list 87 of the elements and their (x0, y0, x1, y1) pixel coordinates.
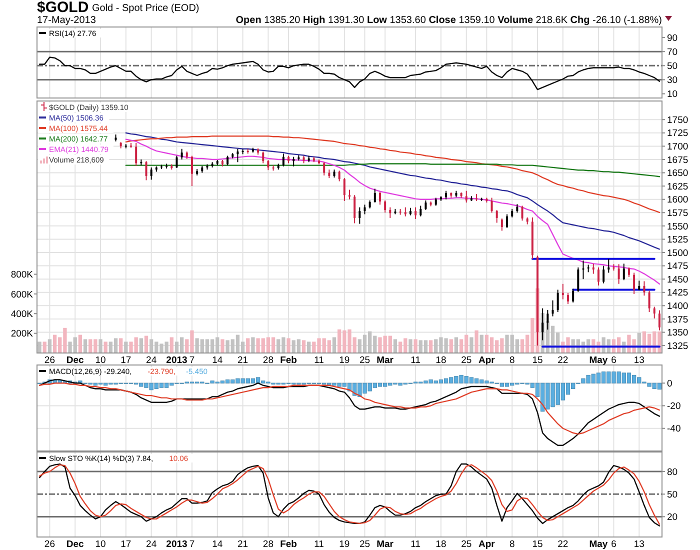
y-tick-label: 1600 (667, 194, 688, 206)
x-tick-label: 13 (634, 539, 644, 550)
x-tick-label: 7 (189, 355, 195, 366)
x-tick-label: May (589, 539, 608, 550)
y-tick-label: 1375 (667, 314, 688, 326)
y-tick-label: 1525 (667, 234, 688, 246)
x-tick-label: 17 (120, 539, 132, 550)
x-tick-label: 17 (120, 355, 132, 366)
x-tick-label: Apr (478, 539, 496, 550)
y-tick-label: 1450 (667, 274, 688, 286)
x-tick-label: 18 (436, 539, 446, 550)
x-tick-label: 7 (189, 539, 195, 550)
y-tick-label: 0 (667, 378, 672, 390)
y-tick-label: 1425 (667, 288, 688, 299)
y-tick-label: 1400 (667, 301, 688, 312)
x-tick-label: 11 (314, 355, 324, 366)
x-tick-label: 25 (359, 355, 370, 366)
text: 17-May-2013 (37, 15, 96, 26)
y2-tick-label: 800K (10, 270, 34, 281)
x-tick-label: 13 (634, 355, 644, 366)
chart-title: $GOLD (37, 0, 89, 16)
x-tick-label: 2013 (166, 355, 188, 366)
x-tick-label: Dec (66, 539, 84, 550)
y-tick-label: 20 (667, 512, 678, 524)
y-tick-label: -40 (667, 424, 681, 435)
x-tick-label: 24 (146, 539, 157, 550)
x-tick-label: 8 (509, 355, 515, 366)
y-tick-label: 90 (667, 32, 678, 44)
x-tick-label: 10 (95, 539, 106, 550)
y-tick-label: 1325 (667, 340, 688, 352)
y-tick-label: 1625 (667, 181, 688, 192)
y-tick-label: 50 (667, 60, 678, 72)
x-tick-label: 18 (436, 355, 446, 366)
x-tick-label: 14 (212, 355, 223, 366)
x-tick-label: 26 (44, 539, 55, 550)
y-tick-label: 1550 (667, 221, 688, 232)
x-tick-label: 22 (558, 539, 568, 550)
x-tick-label: 6 (611, 539, 616, 550)
x-tick-label: 28 (262, 355, 274, 366)
x-tick-label: 28 (262, 539, 274, 550)
y-tick-label: 1650 (667, 168, 688, 180)
x-tick-label: 26 (44, 355, 55, 366)
x-tick-label: 15 (532, 355, 543, 366)
x-tick-label: 21 (238, 539, 248, 550)
y-tick-label: -20 (667, 401, 681, 412)
y-tick-label: 1500 (667, 248, 688, 259)
x-tick-label: Feb (280, 539, 298, 550)
x-tick-label: 19 (339, 355, 350, 366)
x-tick-label: 8 (509, 539, 515, 550)
x-tick-label: 15 (532, 539, 543, 550)
x-tick-label: 6 (611, 355, 616, 366)
y-tick-label: 50 (667, 489, 678, 500)
x-tick-label: 25 (461, 355, 472, 366)
y2-tick-label: 200K (10, 328, 34, 340)
x-tick-label: Dec (66, 355, 84, 366)
y-tick-label: 1350 (667, 328, 688, 339)
text: Open 1385.20 High 1391.30 Low 1353.60 Close 1359.10 Volume 218.6K Chg -26.10 (-1.88%) (236, 15, 662, 26)
y-tick-label: 1575 (667, 208, 688, 219)
x-tick-label: Feb (280, 355, 298, 366)
x-tick-label: 22 (558, 355, 568, 366)
y-tick-label: 10 (667, 89, 678, 100)
x-tick-label: 11 (410, 355, 420, 366)
x-tick-label: 25 (461, 539, 472, 550)
x-tick-label: 24 (146, 355, 157, 366)
x-tick-label: 2013 (166, 539, 188, 550)
x-tick-label: 11 (410, 539, 420, 550)
y-tick-label: 1475 (667, 261, 688, 272)
chart-subtitle: Gold - Spot Price (EOD) (92, 3, 200, 14)
y2-tick-label: 600K (10, 289, 34, 300)
x-tick-label: 11 (314, 539, 324, 550)
x-tick-label: Mar (376, 539, 394, 550)
y-tick-label: 70 (667, 46, 678, 58)
y-tick-label: 1675 (667, 154, 688, 166)
x-tick-label: May (589, 355, 608, 366)
x-tick-label: 10 (95, 355, 106, 366)
y-tick-label: 1725 (667, 128, 688, 140)
y-tick-label: 80 (667, 466, 678, 478)
x-tick-label: Mar (376, 355, 394, 366)
y-tick-label: 1700 (667, 142, 688, 153)
x-tick-label: 25 (359, 539, 370, 550)
x-tick-label: Apr (478, 355, 496, 366)
x-tick-label: 14 (212, 539, 223, 550)
y-tick-label: 30 (667, 75, 678, 86)
x-tick-label: 19 (339, 539, 350, 550)
x-tick-label: 21 (238, 355, 248, 366)
y2-tick-label: 400K (10, 308, 34, 320)
y-tick-label: 1750 (667, 114, 688, 126)
